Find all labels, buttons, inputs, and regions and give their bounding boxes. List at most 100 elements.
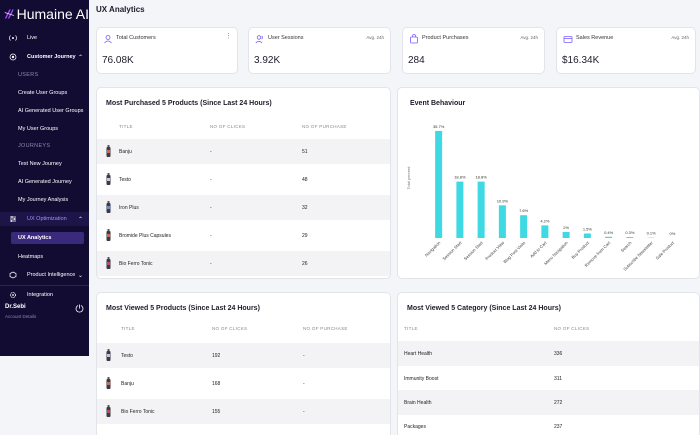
table-row[interactable]: Testo 192 - <box>97 343 390 368</box>
stat-title: Product Purchases <box>422 35 469 41</box>
bar-data-label: 10.9% <box>497 198 509 203</box>
x-tick-label: Product View <box>484 239 506 261</box>
cell-title: Packages <box>404 423 426 430</box>
cell-title: Bio Ferro Tonic <box>121 408 155 415</box>
product-thumbnail-icon <box>106 173 111 185</box>
product-thumbnail-icon <box>106 145 111 157</box>
bar[interactable] <box>605 236 613 238</box>
user-icon <box>104 35 112 44</box>
cell-title: Immunity Boost <box>404 375 439 382</box>
event-behaviour-chart: Total percent 35.7% Navigation 18.8% Session… <box>406 124 676 272</box>
user-name: Dr.Sebi <box>5 304 26 310</box>
cell-title: Testo <box>121 352 133 359</box>
stat-card-total-customers: Total Customers ⋮ 76.08K <box>96 27 238 74</box>
nav-heatmaps[interactable]: Heatmaps <box>0 251 89 263</box>
table-row[interactable]: Banju 168 - <box>97 371 390 396</box>
bar[interactable] <box>477 181 485 238</box>
panel-title: Most Viewed 5 Products (Since Last 24 Ho… <box>106 305 260 312</box>
table-row[interactable]: Bromide Plus Capsules - 29 <box>97 223 390 248</box>
nav-ai-generated-user-groups[interactable]: AI Generated User Groups <box>0 105 89 117</box>
nav-ux-optimization[interactable]: UX Optimization ⌃ <box>0 212 89 226</box>
table-row[interactable]: Iron Plus - 32 <box>97 195 390 220</box>
nav-live[interactable]: Live <box>0 31 89 45</box>
col-header-title: TITLE <box>119 124 133 129</box>
nav-my-journey-analysis[interactable]: My Journey Analysis <box>0 194 89 206</box>
col-header-title: TITLE <box>121 326 135 331</box>
table-row[interactable]: Bio Ferro Tonic 155 - <box>97 399 390 424</box>
table-row[interactable]: Heart Health 336 <box>398 341 699 366</box>
cell-clicks: - <box>210 176 212 183</box>
brand[interactable]: Humaine AI <box>0 0 89 28</box>
logout-icon[interactable] <box>75 304 84 313</box>
section-journeys: JOURNEYS <box>18 143 51 149</box>
nav-product-intelligence-label: Product Intelligence <box>27 272 76 278</box>
brand-logo-icon <box>4 9 14 19</box>
nav-integration[interactable]: Integration <box>0 288 89 302</box>
x-tick-label: Add to Cart <box>529 240 548 259</box>
event-behaviour-panel: Event Behaviour Total percent 35.7% Naviga… <box>397 87 700 279</box>
page-title: UX Analytics <box>96 5 145 14</box>
bar[interactable] <box>541 225 549 238</box>
label: My Journey Analysis <box>18 197 69 203</box>
bar-data-label: 0.1% <box>647 231 657 236</box>
bar[interactable] <box>562 232 570 238</box>
bar-data-label: 0% <box>669 231 675 236</box>
bar[interactable] <box>498 205 506 238</box>
target-icon <box>9 53 17 61</box>
bar[interactable] <box>456 181 464 238</box>
bar-data-label: 2% <box>563 225 569 230</box>
cell-title: Heart Health <box>404 350 433 357</box>
table-row[interactable]: Immunity Boost 311 <box>398 366 699 391</box>
cell-title: Bromide Plus Capsules <box>119 232 171 239</box>
more-icon[interactable]: ⋮ <box>225 33 232 40</box>
product-thumbnail-icon <box>106 377 111 389</box>
cell-purchase: 26 <box>302 260 308 267</box>
cell-purchase: - <box>303 380 305 387</box>
bar[interactable] <box>583 233 591 239</box>
chevron-down-icon: ⌄ <box>78 272 84 279</box>
stat-title: User Sessions <box>268 35 304 41</box>
label: AI Generated Journey <box>18 179 72 185</box>
table-row[interactable]: Testo - 48 <box>97 167 390 192</box>
nav-test-new-journey[interactable]: Test New Journey <box>0 158 89 170</box>
sidebar: Humaine AI Live Customer Journey ⌃ USERS… <box>0 0 89 356</box>
bar-data-label: 35.7% <box>433 124 445 129</box>
bar-data-label: 0.3% <box>625 230 635 235</box>
nav-live-label: Live <box>27 35 38 41</box>
label: AI Generated User Groups <box>18 108 84 114</box>
col-header-purchase: NO OF PURCHASE <box>303 326 348 331</box>
col-header-title: TITLE <box>404 326 418 331</box>
stat-card-user-sessions: User Sessions Avg. 24h 3.92K <box>248 27 391 74</box>
cell-purchase: 51 <box>302 148 308 155</box>
nav-ai-generated-journey[interactable]: AI Generated Journey <box>0 176 89 188</box>
cell-clicks: 155 <box>212 408 221 415</box>
nav-ux-analytics[interactable]: UX Analytics <box>11 232 84 244</box>
col-header-clicks: NO OF CLICKS <box>210 124 246 129</box>
product-thumbnail-icon <box>106 405 111 417</box>
most-viewed-category-panel: Most Viewed 5 Category (Since Last 24 Ho… <box>397 292 700 435</box>
table-row[interactable]: Packages 237 <box>398 414 699 435</box>
y-axis-label: Total percent <box>406 166 411 190</box>
brand-name: Humaine AI <box>16 6 89 22</box>
stat-value: 3.92K <box>254 55 281 66</box>
account-details-link[interactable]: Account Details <box>5 314 37 319</box>
stat-title: Total Customers <box>116 35 156 41</box>
bar[interactable] <box>626 237 634 238</box>
broadcast-icon <box>9 35 17 41</box>
table-row[interactable]: Bio Ferro Tonic - 26 <box>97 251 390 276</box>
bar[interactable] <box>435 130 443 238</box>
nav-product-intelligence[interactable]: Product Intelligence ⌄ <box>0 268 89 282</box>
label: My User Groups <box>18 126 59 132</box>
bar[interactable] <box>520 215 528 238</box>
label: Heatmaps <box>18 254 44 260</box>
nav-my-user-groups[interactable]: My User Groups <box>0 123 89 135</box>
table-row[interactable]: Banju - 51 <box>97 139 390 164</box>
cell-title: Banju <box>121 380 134 387</box>
table-row[interactable]: Brain Health 272 <box>398 390 699 415</box>
product-thumbnail-icon <box>106 201 111 213</box>
wallet-icon <box>563 36 573 43</box>
nav-customer-journey[interactable]: Customer Journey ⌃ <box>0 50 89 64</box>
panel-title: Most Viewed 5 Category (Since Last 24 Ho… <box>407 305 561 312</box>
col-header-purchase: NO OF PURCHASE <box>302 124 347 129</box>
nav-create-user-groups[interactable]: Create User Groups <box>0 87 89 99</box>
